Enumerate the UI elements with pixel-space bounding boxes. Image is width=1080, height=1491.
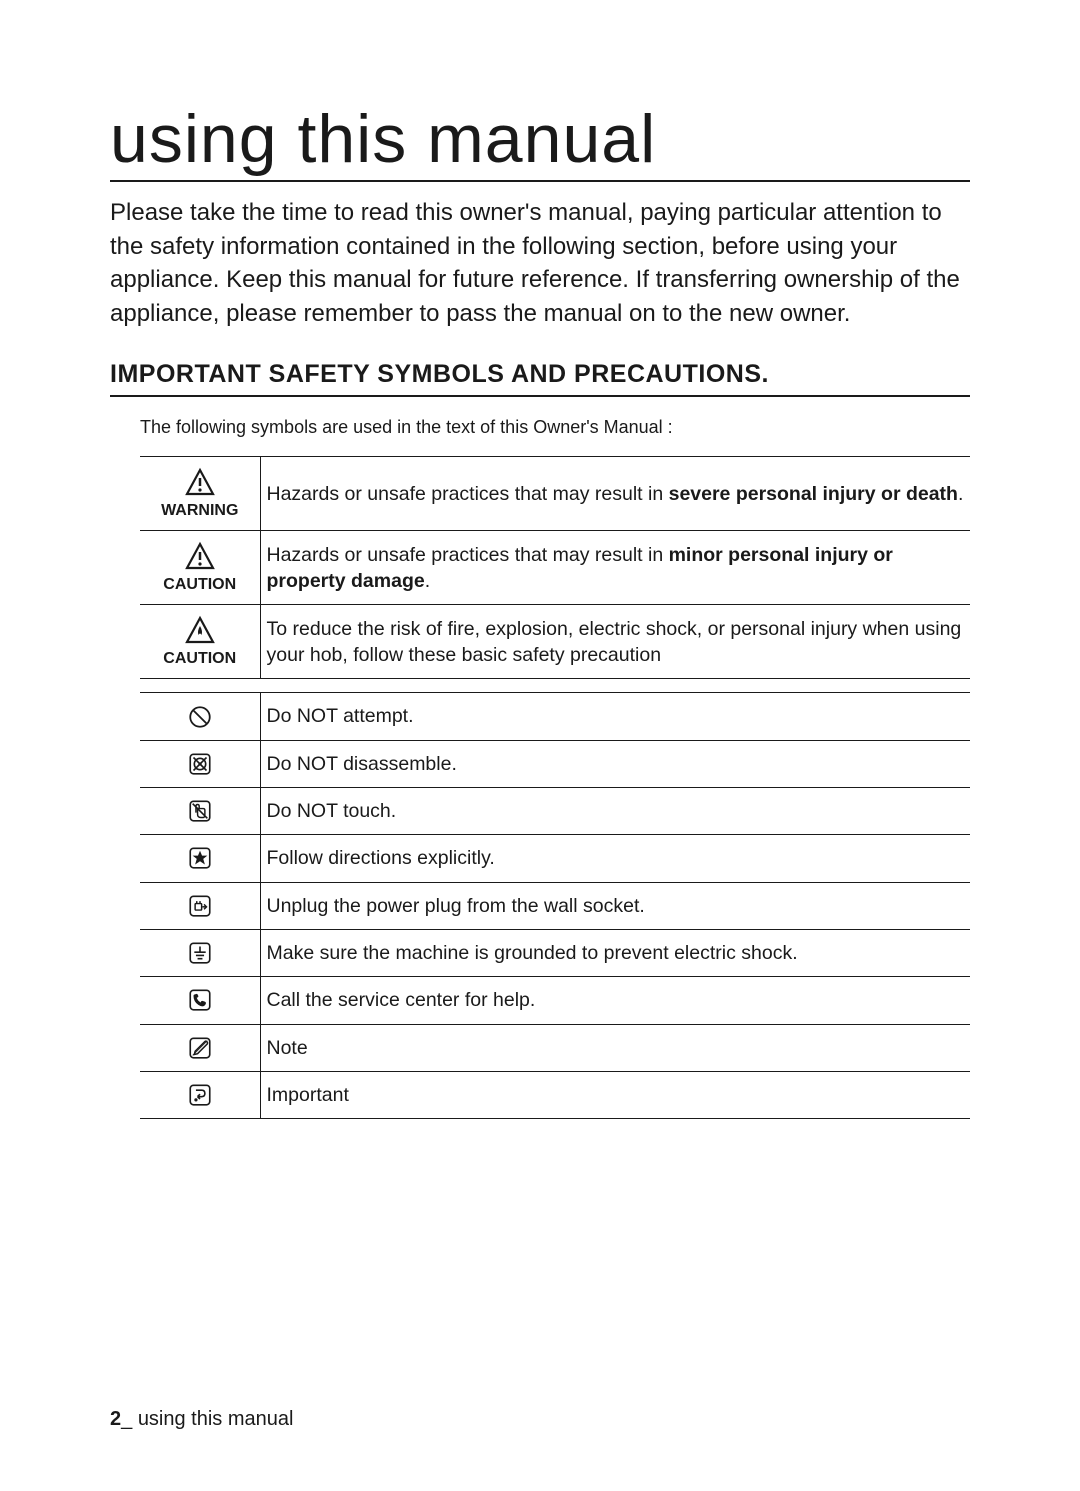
table-row: Important <box>140 1071 970 1118</box>
warning-triangle-icon <box>184 541 216 573</box>
icon-cell <box>140 929 260 976</box>
symbol-table: WARNING Hazards or unsafe practices that… <box>140 456 970 1119</box>
section-heading: IMPORTANT SAFETY SYMBOLS AND PRECAUTIONS… <box>110 360 970 397</box>
table-row: Follow directions explicitly. <box>140 835 970 882</box>
icon-cell <box>140 882 260 929</box>
desc-cell: Do NOT attempt. <box>260 693 970 740</box>
ground-icon <box>187 940 213 966</box>
unplug-icon <box>187 893 213 919</box>
table-row: CAUTION Hazards or unsafe practices that… <box>140 531 970 605</box>
table-row: Unplug the power plug from the wall sock… <box>140 882 970 929</box>
table-row: Call the service center for help. <box>140 977 970 1024</box>
footer-section: using this manual <box>138 1408 294 1430</box>
desc-cell: Do NOT disassemble. <box>260 740 970 787</box>
icon-cell <box>140 788 260 835</box>
table-row: Do NOT disassemble. <box>140 740 970 787</box>
footer-separator: _ <box>121 1408 132 1430</box>
table-row: Do NOT attempt. <box>140 693 970 740</box>
table-row: Make sure the machine is grounded to pre… <box>140 929 970 976</box>
page-number: 2 <box>110 1408 121 1430</box>
icon-cell <box>140 1071 260 1118</box>
desc-cell: Hazards or unsafe practices that may res… <box>260 457 970 531</box>
important-icon <box>187 1082 213 1108</box>
desc-cell: Important <box>260 1071 970 1118</box>
icon-label: WARNING <box>161 502 238 520</box>
follow-directions-icon <box>187 845 213 871</box>
icon-label: CAUTION <box>163 576 236 594</box>
table-row: WARNING Hazards or unsafe practices that… <box>140 457 970 531</box>
table-row: Do NOT touch. <box>140 788 970 835</box>
icon-cell: CAUTION <box>140 531 260 605</box>
icon-cell <box>140 835 260 882</box>
page-footer: 2_ using this manual <box>110 1408 293 1431</box>
desc-cell: Call the service center for help. <box>260 977 970 1024</box>
table-row: CAUTION To reduce the risk of fire, expl… <box>140 605 970 679</box>
icon-cell <box>140 1024 260 1071</box>
desc-cell: Follow directions explicitly. <box>260 835 970 882</box>
note-icon <box>187 1035 213 1061</box>
no-attempt-icon <box>187 704 213 730</box>
icon-cell: WARNING <box>140 457 260 531</box>
table-row: Note <box>140 1024 970 1071</box>
page-title: using this manual <box>110 100 970 182</box>
desc-cell: Do NOT touch. <box>260 788 970 835</box>
warning-triangle-icon <box>184 467 216 499</box>
icon-cell <box>140 693 260 740</box>
icon-cell: CAUTION <box>140 605 260 679</box>
no-touch-icon <box>187 798 213 824</box>
fire-triangle-icon <box>184 615 216 647</box>
icon-cell <box>140 977 260 1024</box>
symbols-intro: The following symbols are used in the te… <box>140 417 970 438</box>
desc-cell: Hazards or unsafe practices that may res… <box>260 531 970 605</box>
desc-cell: Make sure the machine is grounded to pre… <box>260 929 970 976</box>
intro-paragraph: Please take the time to read this owner'… <box>110 196 970 330</box>
no-disassemble-icon <box>187 751 213 777</box>
icon-cell <box>140 740 260 787</box>
call-service-icon <box>187 987 213 1013</box>
icon-label: CAUTION <box>163 650 236 668</box>
spacer-row <box>140 679 970 693</box>
desc-cell: Note <box>260 1024 970 1071</box>
desc-cell: To reduce the risk of fire, explosion, e… <box>260 605 970 679</box>
desc-cell: Unplug the power plug from the wall sock… <box>260 882 970 929</box>
